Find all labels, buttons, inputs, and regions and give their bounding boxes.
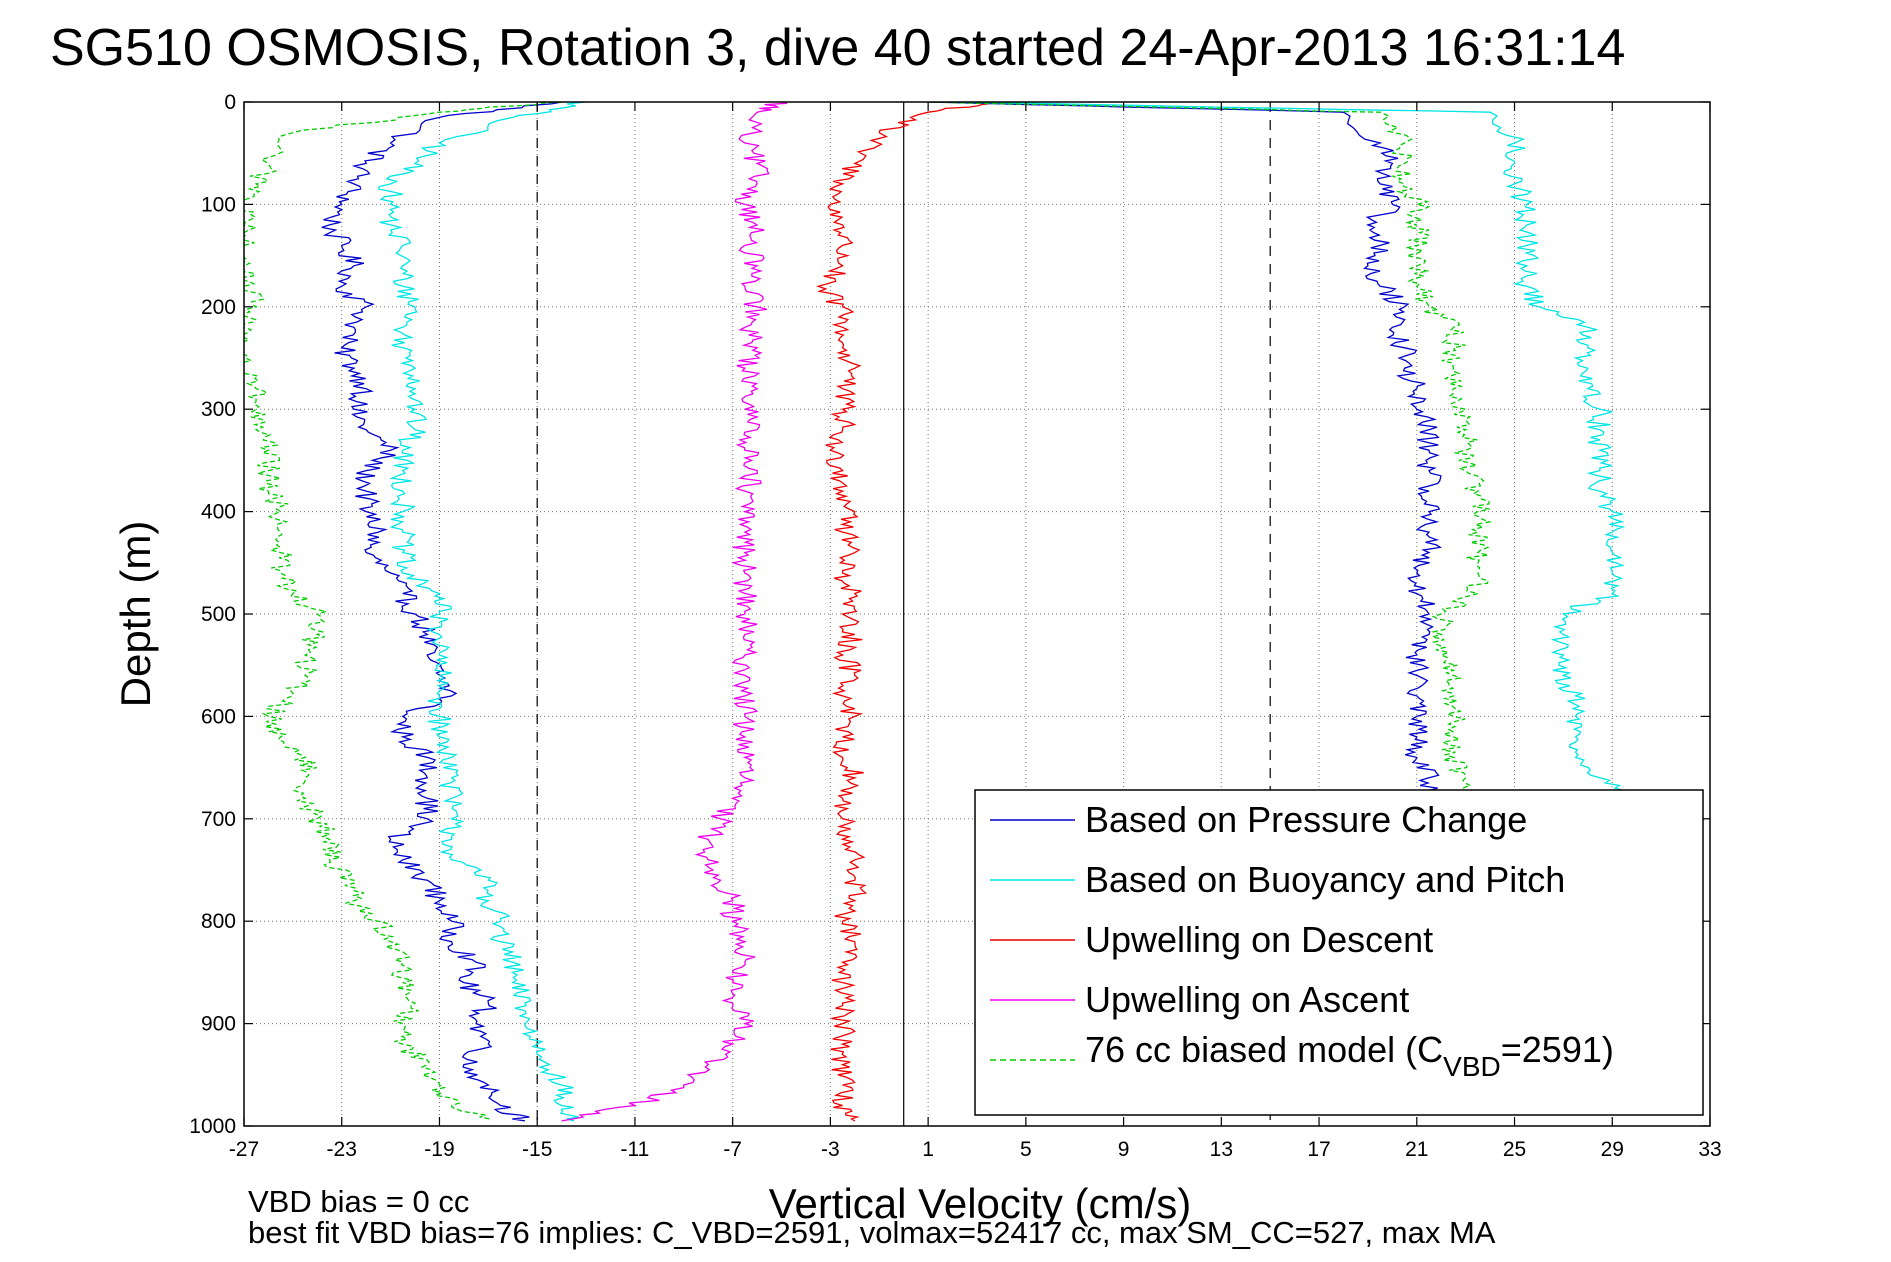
series-line-descent — [321, 102, 562, 1122]
y-tick-label: 100 — [201, 193, 236, 216]
x-axis-label: Vertical Velocity (cm/s) — [769, 1180, 1191, 1227]
x-tick-label: -19 — [424, 1138, 454, 1161]
series-line-ascent — [928, 102, 1492, 799]
best-fit-note: best fit VBD bias=76 implies: C_VBD=2591… — [248, 1215, 1496, 1250]
y-axis-ticks: 0 100 200 300 400 500 600 700 800 900 1000 — [189, 91, 1710, 1138]
legend-label: Based on Buoyancy and Pitch — [1085, 859, 1565, 900]
legend-label-main: 76 cc biased model (C — [1085, 1029, 1443, 1070]
y-tick-label: 0 — [224, 91, 236, 114]
legend-label: Upwelling on Ascent — [1085, 979, 1409, 1020]
legend-label: 76 cc biased model (CVBD=2591) — [1085, 1029, 1614, 1082]
y-tick-label: 200 — [201, 296, 236, 319]
y-tick-label: 1000 — [189, 1115, 236, 1138]
y-tick-label: 700 — [201, 808, 236, 831]
legend: Based on Pressure Change Based on Buoyanc… — [974, 789, 1704, 1116]
legend-label-tail: =2591) — [1501, 1029, 1614, 1070]
y-tick-label: 800 — [201, 910, 236, 933]
y-axis-label: Depth (m) — [112, 521, 159, 708]
y-tick-label: 500 — [201, 603, 236, 626]
x-tick-label: 29 — [1601, 1138, 1624, 1161]
x-tick-label: -23 — [327, 1138, 357, 1161]
chart-title: SG510 OSMOSIS, Rotation 3, dive 40 start… — [50, 19, 1625, 77]
legend-label: Upwelling on Descent — [1085, 919, 1433, 960]
series-line-descent — [377, 102, 587, 1122]
x-tick-label: 1 — [922, 1138, 934, 1161]
y-tick-label: 300 — [201, 398, 236, 421]
x-tick-label: 9 — [1118, 1138, 1130, 1161]
series-line-ascent — [952, 102, 1626, 799]
legend-box — [974, 789, 1704, 1116]
x-tick-label: -3 — [821, 1138, 840, 1161]
legend-label: Based on Pressure Change — [1085, 799, 1527, 840]
x-tick-label: 21 — [1405, 1138, 1428, 1161]
x-tick-label: -7 — [723, 1138, 742, 1161]
x-tick-label: -27 — [229, 1138, 259, 1161]
x-axis-ticks: -27 -23 -19 -15 -11 -7 -3 1 5 9 13 17 21 25 29 33 — [229, 102, 1722, 1161]
x-tick-label: 17 — [1307, 1138, 1330, 1161]
x-tick-label: 5 — [1020, 1138, 1032, 1161]
bias-note: VBD bias = 0 cc — [248, 1184, 469, 1219]
series-group — [244, 102, 1626, 1122]
x-tick-label: -15 — [522, 1138, 552, 1161]
x-tick-label: 13 — [1210, 1138, 1233, 1161]
series-line-ascent — [928, 102, 1442, 799]
legend-label-subscript: VBD — [1443, 1051, 1501, 1082]
series-line-descent — [244, 102, 562, 1122]
y-tick-label: 600 — [201, 705, 236, 728]
x-tick-label: 25 — [1503, 1138, 1526, 1161]
x-tick-label: -11 — [621, 1138, 650, 1161]
series-line-ascent — [561, 102, 788, 1122]
y-tick-label: 400 — [201, 501, 236, 524]
y-tick-label: 900 — [201, 1013, 236, 1036]
x-tick-label: 33 — [1698, 1138, 1721, 1161]
series-line-descent — [815, 102, 1002, 1122]
